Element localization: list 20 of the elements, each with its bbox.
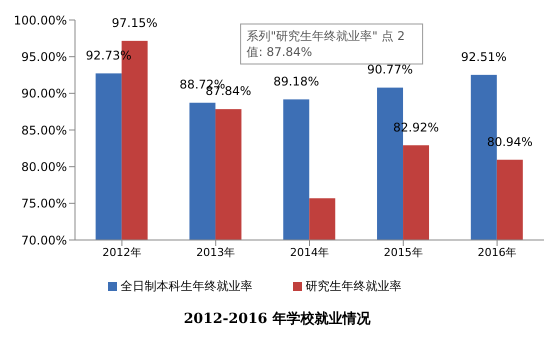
y-tick-label: 70.00%	[21, 233, 67, 248]
x-tick-label: 2016年	[478, 246, 517, 259]
annotation: 系列"研究生年终就业率" 点 2 值: 87.84%	[246, 29, 405, 59]
x-tick-label: 2012年	[102, 246, 142, 259]
y-tick-label: 95.00%	[21, 50, 67, 64]
x-tick-label: 2013年	[196, 246, 236, 259]
legend-label: 研究生年终就业率	[306, 279, 402, 293]
y-tick-label: 85.00%	[21, 123, 67, 138]
data-label: 97.15%	[112, 16, 158, 30]
y-tick-label: 100.00%	[14, 13, 67, 28]
x-tick-label: 2015年	[384, 246, 423, 259]
text: 2012-2016 年学校就业情况	[182, 310, 372, 328]
y-tick-label: 90.00%	[21, 86, 67, 101]
data-label: 90.77%	[367, 62, 413, 77]
x-tick-label: 2014年	[290, 246, 329, 259]
data-label: 89.18%	[273, 74, 320, 88]
y-tick-label: 75.00%	[21, 196, 67, 211]
y-tick-label: 80.00%	[21, 160, 67, 174]
data-label: 92.51%	[460, 50, 507, 64]
legend-label: 全日制本科生年终就业率	[120, 279, 252, 293]
